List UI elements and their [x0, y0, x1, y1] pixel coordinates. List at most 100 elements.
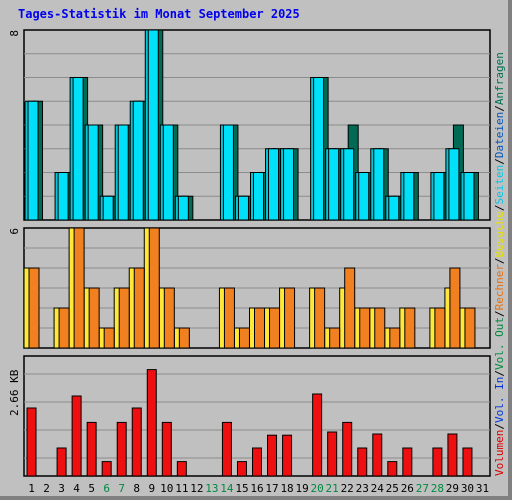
bar-volumen-day-18 [282, 434, 293, 477]
y-tick-label: 8 [8, 30, 21, 37]
x-tick-label-day-24: 24 [371, 482, 385, 495]
bar-seiten-day-1 [27, 100, 39, 221]
x-tick-label-day-8: 8 [133, 482, 140, 495]
bar-volumen-day-6 [101, 461, 112, 477]
bar-volumen-day-22 [342, 421, 353, 477]
legend-item-besuche: Besuche [493, 211, 506, 257]
bar-seiten-day-17 [268, 148, 280, 221]
x-tick-label-day-11: 11 [175, 482, 188, 495]
x-tick-label-day-29: 29 [446, 482, 459, 495]
bar-rechner-day-17 [269, 307, 281, 349]
bar-rechner-day-22 [344, 267, 356, 349]
bar-seiten-day-4 [72, 77, 84, 221]
x-tick-label-day-15: 15 [235, 482, 248, 495]
bar-volumen-day-30 [462, 447, 473, 477]
legend-separator: / [493, 423, 506, 430]
bar-volumen-day-16 [252, 447, 262, 477]
bar-rechner-day-15 [238, 327, 250, 349]
x-tick-label-day-7: 7 [118, 482, 125, 495]
bar-volumen-day-8 [131, 407, 142, 477]
x-tick-label-day-25: 25 [386, 482, 399, 495]
x-tick-label-day-23: 23 [356, 482, 369, 495]
x-tick-label-day-30: 30 [461, 482, 474, 495]
bar-rechner-day-16 [254, 307, 265, 349]
legend-item-vol-in: Vol. In [493, 377, 506, 423]
bar-volumen-day-28 [432, 447, 443, 477]
bar-volumen-day-4 [71, 395, 82, 477]
x-tick-label-day-12: 12 [190, 482, 203, 495]
bar-rechner-day-10 [163, 287, 175, 349]
bar-volumen-day-10 [161, 421, 172, 477]
bar-rechner-day-4 [73, 227, 85, 349]
bar-rechner-day-11 [178, 327, 190, 349]
legend-item-volumen: Volumen [493, 430, 506, 476]
bar-seiten-day-5 [87, 124, 99, 221]
bar-seiten-day-16 [253, 172, 264, 221]
bar-rechner-day-8 [133, 267, 145, 349]
bar-volumen-day-11 [176, 461, 187, 477]
bar-rechner-day-21 [329, 327, 341, 349]
legend-separator: / [493, 158, 506, 165]
bar-volumen-day-17 [267, 434, 278, 477]
bar-volumen-day-1 [26, 407, 37, 477]
bar-seiten-day-21 [328, 148, 340, 221]
bar-seiten-day-11 [177, 195, 189, 221]
legend-separator: / [493, 257, 506, 264]
bar-seiten-day-25 [388, 195, 400, 221]
x-tick-label-day-22: 22 [341, 482, 354, 495]
bar-volumen-day-20 [312, 393, 323, 477]
x-tick-label-day-16: 16 [250, 482, 263, 495]
chart-title: Tages-Statistik im Monat September 2025 [18, 7, 300, 21]
x-tick-label-day-9: 9 [148, 482, 155, 495]
bar-seiten-day-24 [373, 148, 385, 221]
bar-rechner-day-20 [314, 287, 326, 349]
x-tick-label-day-28: 28 [431, 482, 444, 495]
bar-seiten-day-30 [463, 172, 475, 221]
bar-seiten-day-9 [147, 29, 159, 221]
bar-rechner-day-9 [148, 227, 160, 349]
bar-seiten-day-23 [358, 172, 370, 221]
x-tick-label-day-10: 10 [160, 482, 173, 495]
bar-seiten-day-8 [132, 100, 144, 221]
bar-rechner-day-1 [28, 267, 40, 349]
legend-item-vol-out: Vol. Out [493, 317, 506, 370]
bar-rechner-day-30 [464, 307, 476, 349]
legend-separator: / [493, 204, 506, 211]
bar-rechner-day-5 [88, 287, 100, 349]
bar-volumen-day-3 [56, 447, 67, 477]
bar-seiten-day-14 [222, 124, 234, 221]
legend-separator: / [493, 105, 506, 112]
y-tick-label: 2.66 KB [8, 369, 21, 416]
legend-separator: / [493, 370, 506, 377]
x-tick-label-day-17: 17 [265, 482, 278, 495]
bar-seiten-day-22 [343, 148, 355, 221]
bar-volumen-day-14 [221, 421, 232, 477]
x-tick-label-day-14: 14 [220, 482, 234, 495]
bar-volumen-day-5 [86, 421, 97, 477]
bar-seiten-day-26 [403, 172, 415, 221]
bar-seiten-day-7 [117, 124, 129, 221]
bar-rechner-day-6 [103, 327, 115, 349]
bar-volumen-day-9 [146, 369, 157, 477]
legend-item-anfragen: Anfragen [493, 52, 506, 105]
bar-volumen-day-21 [327, 431, 338, 477]
x-tick-label-day-26: 26 [401, 482, 414, 495]
bar-seiten-day-3 [57, 172, 69, 221]
x-tick-label-day-2: 2 [43, 482, 50, 495]
bar-seiten-day-10 [162, 124, 174, 221]
bar-rechner-day-3 [58, 307, 70, 349]
y-tick-label: 6 [8, 228, 21, 235]
bar-rechner-day-25 [389, 327, 401, 349]
bar-seiten-day-18 [283, 148, 295, 221]
x-tick-label-day-13: 13 [205, 482, 218, 495]
bar-volumen-day-15 [236, 461, 247, 477]
bar-volumen-day-24 [372, 433, 383, 477]
x-tick-label-day-19: 19 [295, 482, 308, 495]
bar-rechner-day-18 [284, 287, 296, 349]
x-tick-label-day-5: 5 [88, 482, 95, 495]
bar-rechner-day-26 [404, 307, 416, 349]
x-tick-label-day-21: 21 [326, 482, 339, 495]
legend-item-seiten: Seiten [493, 165, 506, 205]
legend-item-rechner: Rechner [493, 264, 506, 311]
